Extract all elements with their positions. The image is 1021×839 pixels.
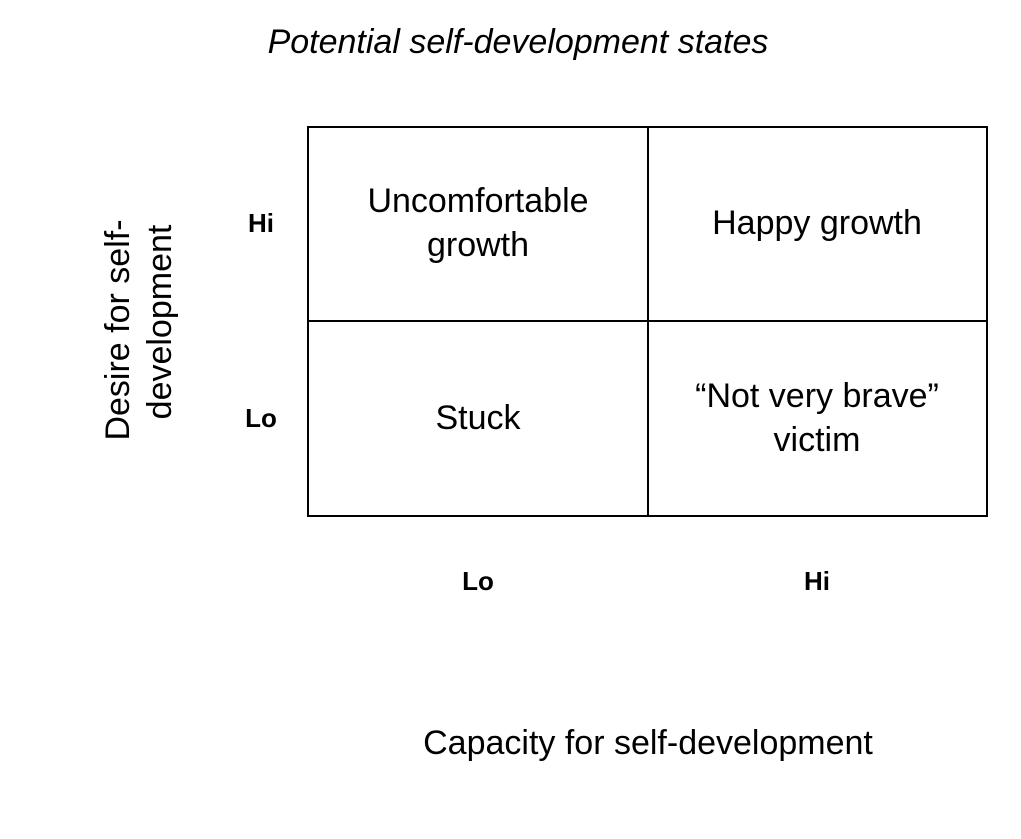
row-label: Hi [248, 208, 274, 238]
cell-text: “Not very brave” [695, 377, 939, 415]
row-label: Lo [245, 403, 277, 433]
column-label: Hi [804, 566, 830, 596]
x-axis-label: Capacity for self-development [423, 724, 873, 762]
cell-text: Uncomfortable [367, 182, 588, 220]
y-axis-label: development [141, 224, 179, 419]
cell-text: victim [774, 421, 861, 459]
cell-text: growth [427, 226, 529, 264]
y-axis-label: Desire for self- [99, 219, 137, 440]
title: Potential self-development states [268, 23, 769, 61]
cell-text: Happy growth [712, 204, 922, 242]
column-label: Lo [462, 566, 494, 596]
cell-text: Stuck [435, 399, 521, 437]
